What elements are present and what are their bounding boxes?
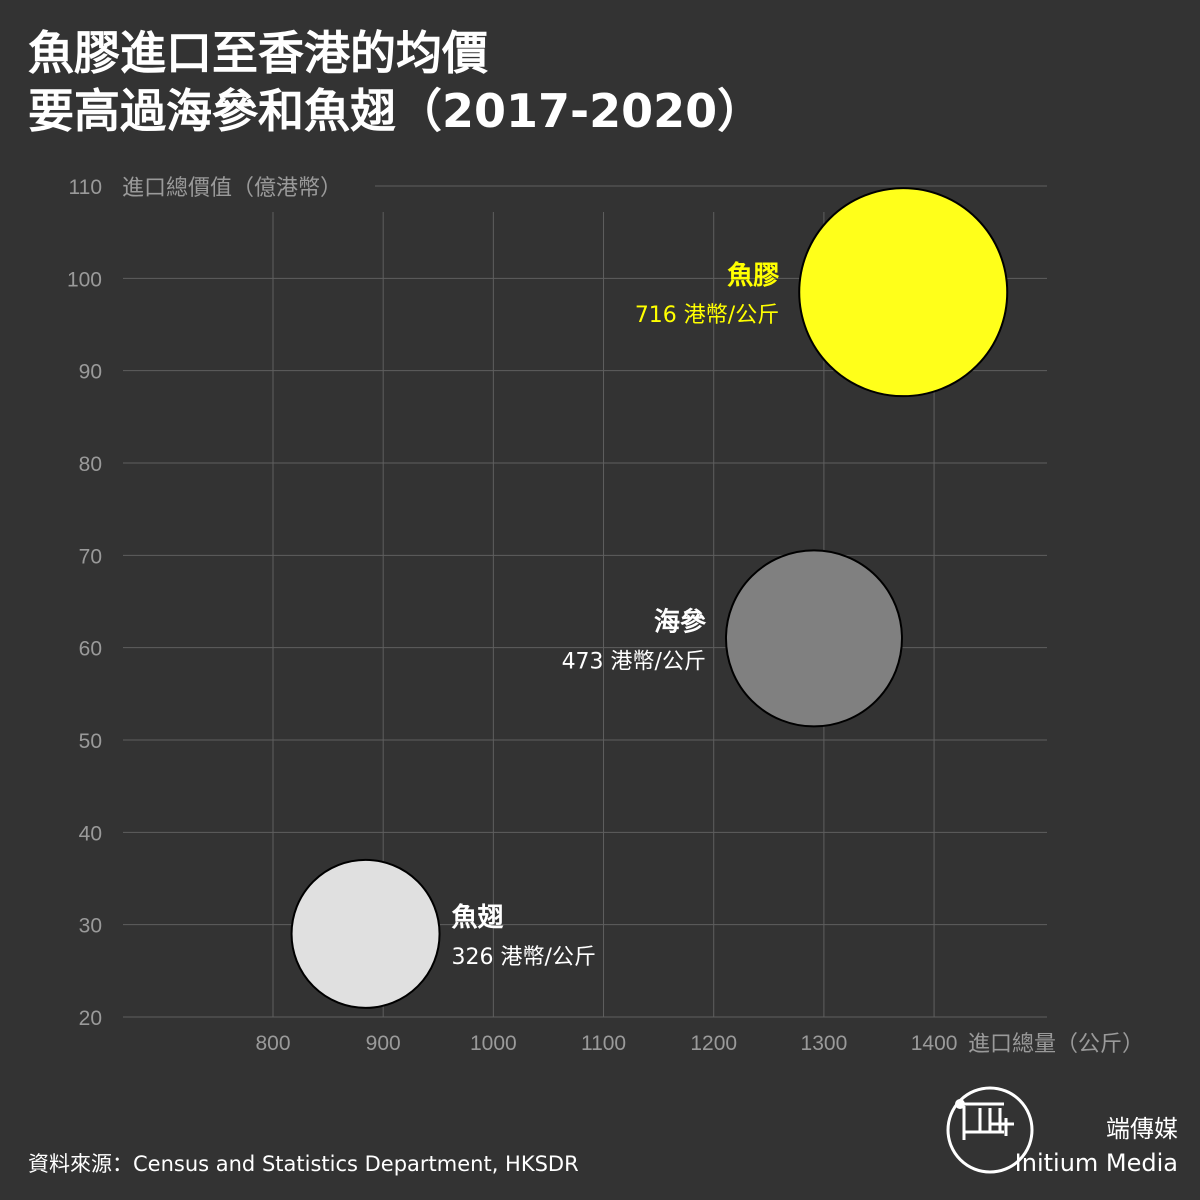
x-tick-label: 1300 xyxy=(801,1032,848,1055)
title-line-1: 魚膠進口至香港的均價 xyxy=(28,26,488,80)
y-tick-label: 50 xyxy=(79,730,102,753)
brand-name-en: Initium Media xyxy=(1014,1149,1178,1177)
bubble-price-label: 473 港幣/公斤 xyxy=(562,649,706,674)
x-axis-label: 進口總量（公斤） xyxy=(968,1032,1144,1057)
bubble-name-label: 海參 xyxy=(654,606,707,637)
brand: 端傳媒 Initium Media xyxy=(1015,1112,1178,1180)
x-tick-label: 1000 xyxy=(470,1032,517,1055)
y-tick-label: 110 xyxy=(69,176,102,199)
y-axis-ticks: 20 30 40 50 60 70 80 90 100 110 xyxy=(67,176,102,1030)
y-tick-label: 20 xyxy=(79,1007,102,1030)
x-tick-label: 800 xyxy=(255,1032,290,1055)
bubble-price-label: 326 港幣/公斤 xyxy=(452,945,596,970)
y-tick-label: 60 xyxy=(79,638,102,661)
y-tick-label: 90 xyxy=(79,361,102,384)
x-tick-label: 1100 xyxy=(581,1032,626,1055)
y-axis-label: 進口總價值（億港幣） xyxy=(122,176,342,201)
y-tick-label: 30 xyxy=(79,915,102,938)
bubble-point xyxy=(724,549,903,728)
bubble-name-label: 魚翅 xyxy=(452,902,504,933)
chart-title: 魚膠進口至香港的均價 要高過海參和魚翅（2017-2020） xyxy=(28,24,763,140)
bubble-name-label: 魚膠 xyxy=(727,260,779,291)
x-tick-label: 1400 xyxy=(911,1032,958,1055)
x-tick-label: 900 xyxy=(366,1032,401,1055)
y-tick-label: 100 xyxy=(67,268,102,291)
y-tick-label: 80 xyxy=(79,453,102,476)
y-tick-label: 70 xyxy=(79,545,102,568)
bubble-point xyxy=(798,187,1009,398)
bubble-point xyxy=(290,858,441,1009)
x-tick-label: 1200 xyxy=(690,1032,737,1055)
initium-logo-icon xyxy=(946,1086,1034,1174)
x-axis-ticks: 800 900 1000 1100 1200 1300 1400 xyxy=(255,1032,957,1055)
title-line-2: 要高過海參和魚翅（2017-2020） xyxy=(28,84,764,138)
source-note: 資料來源：Census and Statistics Department, H… xyxy=(28,1152,579,1176)
brand-name-zh: 端傳媒 xyxy=(1106,1115,1178,1143)
y-tick-label: 40 xyxy=(79,822,102,845)
bubble-price-label: 716 港幣/公斤 xyxy=(635,303,779,328)
